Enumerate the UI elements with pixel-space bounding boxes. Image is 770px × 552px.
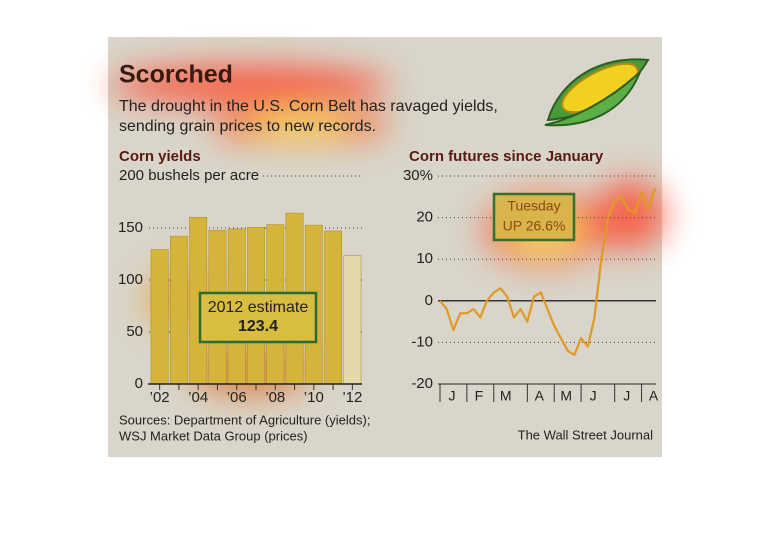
bar (169, 235, 188, 385)
x-tick-label: A (649, 388, 659, 404)
annotation: Tuesday (507, 198, 560, 214)
annotation: UP 26.6% (503, 218, 566, 234)
y-tick-label: 50 (126, 323, 143, 340)
x-tick-label: J (623, 388, 630, 404)
x-tick-label: J (449, 388, 456, 404)
bar (343, 255, 362, 385)
chart-title: Corn yields (119, 148, 201, 165)
corn-icon (544, 58, 650, 127)
y-tick-label: 0 (425, 292, 433, 309)
y-tick-label: -10 (411, 333, 433, 350)
subtitle: The drought in the U.S. Corn Belt has ra… (119, 98, 498, 115)
x-tick-label: F (475, 388, 484, 404)
y-tick-label: 10 (416, 250, 433, 267)
y-tick-label: 0 (135, 375, 143, 392)
y-tick-label: 150 (118, 219, 143, 236)
title: Scorched (119, 61, 233, 89)
chart-title: Corn futures since January (409, 148, 604, 165)
annotation-box (198, 291, 318, 344)
value-label: 123.4 (238, 318, 278, 335)
x-tick-label: ’08 (265, 389, 285, 406)
x-tick-label: M (500, 388, 512, 404)
x-tick-label: M (560, 388, 572, 404)
bar (324, 230, 343, 385)
x-tick-label: ’12 (342, 389, 362, 406)
y-tick-label: 100 (118, 271, 143, 288)
y-tick-label: 20 (416, 209, 433, 226)
x-tick-label: ’10 (304, 389, 324, 406)
x-tick-label: ’06 (227, 389, 247, 406)
x-tick-label: ’02 (150, 389, 170, 406)
y-tick-label: 30% (403, 167, 433, 184)
x-tick-label: A (535, 388, 545, 404)
y-tick-label: 200 bushels per acre (119, 167, 259, 184)
bar (150, 249, 169, 385)
annotation-box (492, 192, 576, 242)
y-tick-label: -20 (411, 375, 433, 392)
sources: WSJ Market Data Group (prices) (119, 428, 308, 443)
sources: Sources: Department of Agriculture (yiel… (119, 412, 370, 427)
line (439, 188, 657, 356)
x-tick-label: ’04 (188, 389, 208, 406)
annotation: 2012 estimate (208, 299, 309, 316)
credit: The Wall Street Journal (518, 427, 653, 442)
x-tick-label: J (590, 388, 597, 404)
subtitle: sending grain prices to new records. (119, 118, 376, 135)
